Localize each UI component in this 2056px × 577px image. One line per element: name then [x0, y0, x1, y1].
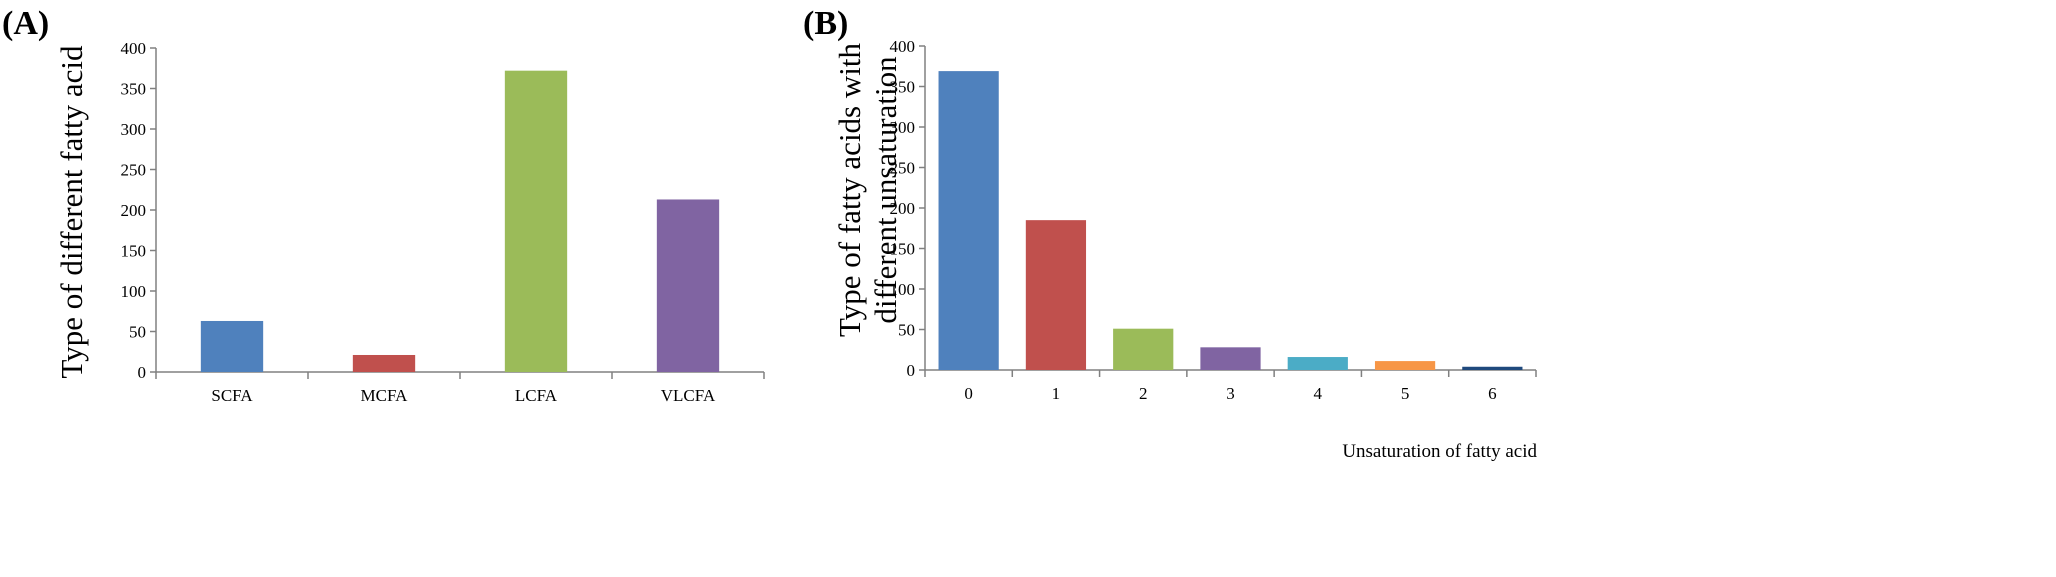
x-tick-label: VLCFA — [661, 386, 716, 405]
y-tick-label: 50 — [898, 321, 915, 340]
x-tick-label: 4 — [1314, 384, 1323, 403]
plot-area: 0 50 100 150 200 250 300 350 400 0 1 2 3 4 5 6 — [890, 37, 1537, 403]
bar-5 — [1374, 361, 1436, 370]
bar-3 — [1200, 347, 1261, 370]
x-tick-label: SCFA — [211, 386, 253, 405]
panel-label: (B) — [803, 5, 848, 42]
bar-vlcfa — [656, 199, 720, 372]
bar-4 — [1287, 357, 1348, 370]
y-tick-label: 300 — [890, 118, 916, 137]
y-tick-label: 350 — [890, 78, 916, 97]
y-axis-title-line-2: different unsaturation — [868, 56, 903, 324]
y-tick-label: 150 — [121, 242, 147, 261]
x-tick-label: LCFA — [515, 386, 558, 405]
y-tick-label: 350 — [121, 80, 147, 99]
bar-mcfa — [352, 354, 416, 372]
bar-2 — [1113, 328, 1174, 370]
y-tick-label: 250 — [121, 161, 147, 180]
x-tick-label: 1 — [1052, 384, 1061, 403]
y-tick-label: 0 — [907, 361, 916, 380]
bar-6 — [1462, 366, 1523, 370]
y-axis-title-line-1: Type of fatty acids with — [832, 43, 867, 337]
y-tick-label: 300 — [121, 120, 147, 139]
y-tick-label: 100 — [121, 282, 147, 301]
x-tick-label: 2 — [1139, 384, 1148, 403]
y-tick-label: 0 — [138, 363, 147, 382]
bar-1 — [1025, 220, 1087, 370]
y-tick-label: 200 — [890, 199, 916, 218]
x-tick-label: MCFA — [361, 386, 409, 405]
chart-a-svg: (A) Type of different fatty acid 0 50 100 1… — [2, 5, 765, 405]
y-tick-label: 250 — [890, 159, 916, 178]
y-tick-label: 150 — [890, 240, 916, 259]
plot-area: 0 50 100 150 200 250 300 350 400 SCFA MCFA LCFA VLCF… — [121, 39, 765, 405]
bar-0 — [938, 71, 999, 371]
y-tick-label: 50 — [129, 323, 146, 342]
bar-lcfa — [504, 70, 568, 373]
x-tick-label: 5 — [1401, 384, 1410, 403]
x-tick-label: 3 — [1226, 384, 1235, 403]
y-tick-label: 400 — [890, 37, 916, 56]
x-axis-title: Unsaturation of fatty acid — [1342, 441, 1537, 462]
y-tick-label: 200 — [121, 201, 147, 220]
y-tick-label: 400 — [121, 39, 147, 58]
chart-panel-a: (A) Type of different fatty acid 0 50 100 1… — [0, 0, 800, 577]
panel-label: (A) — [2, 5, 49, 42]
y-axis-title: Type of different fatty acid — [54, 45, 89, 378]
x-tick-label: 0 — [964, 384, 973, 403]
y-tick-label: 100 — [890, 280, 916, 299]
x-tick-label: 6 — [1488, 384, 1497, 403]
bar-scfa — [200, 320, 264, 372]
